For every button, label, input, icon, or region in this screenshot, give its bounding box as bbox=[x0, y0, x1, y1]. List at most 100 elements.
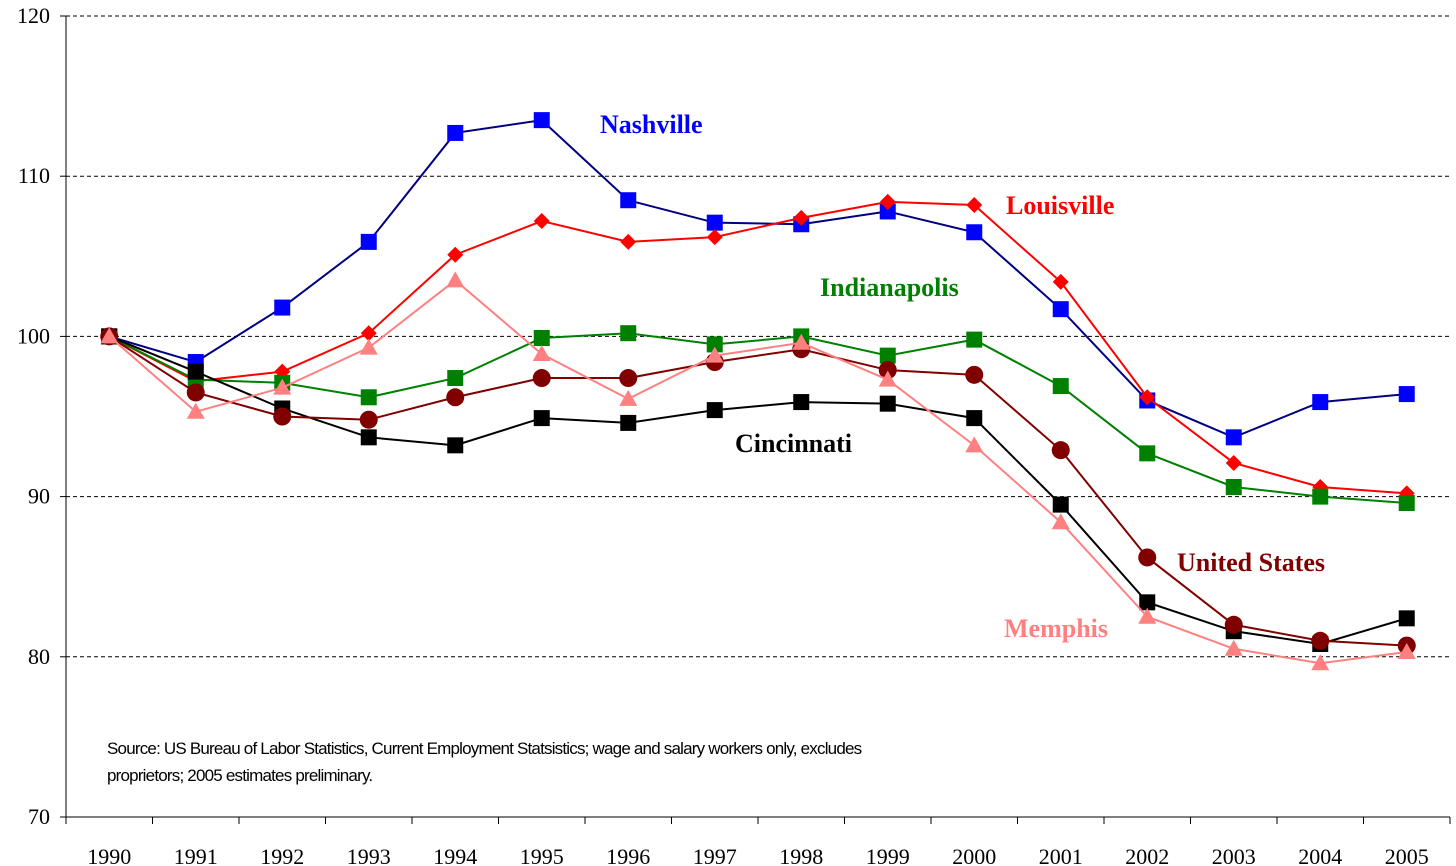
marker bbox=[360, 233, 377, 250]
marker bbox=[1398, 610, 1415, 627]
marker bbox=[1139, 594, 1156, 611]
marker bbox=[1224, 639, 1243, 656]
marker bbox=[447, 370, 464, 387]
marker bbox=[1397, 642, 1416, 659]
series-line bbox=[108, 200, 1407, 495]
marker bbox=[446, 271, 465, 288]
marker bbox=[878, 361, 897, 380]
marker bbox=[359, 410, 378, 429]
marker bbox=[447, 437, 464, 454]
marker bbox=[273, 378, 292, 395]
marker bbox=[1225, 478, 1242, 495]
marker bbox=[1398, 386, 1415, 403]
series-label: United States bbox=[1177, 548, 1325, 577]
marker bbox=[620, 192, 637, 209]
marker bbox=[1224, 615, 1243, 634]
marker bbox=[533, 213, 550, 230]
marker bbox=[1398, 495, 1415, 512]
marker bbox=[706, 214, 723, 231]
marker bbox=[1051, 441, 1070, 460]
marker bbox=[533, 410, 550, 427]
marker bbox=[706, 336, 723, 353]
marker bbox=[620, 325, 637, 342]
marker bbox=[186, 402, 205, 419]
marker bbox=[1139, 445, 1156, 462]
marker bbox=[1225, 429, 1242, 446]
series-line bbox=[108, 279, 1407, 665]
x-tick-label: 1993 bbox=[347, 844, 391, 866]
x-tick-label: 1991 bbox=[174, 844, 218, 866]
x-tick-label: 1994 bbox=[433, 844, 477, 866]
marker bbox=[1311, 654, 1330, 671]
marker bbox=[1052, 496, 1069, 513]
y-tick-label: 120 bbox=[17, 3, 50, 28]
y-tick-label: 70 bbox=[28, 804, 50, 829]
marker bbox=[879, 203, 896, 220]
x-tick-label: 1990 bbox=[87, 844, 131, 866]
x-tick-label: 2003 bbox=[1212, 844, 1256, 866]
x-tick-label: 1998 bbox=[779, 844, 823, 866]
series-line bbox=[108, 332, 1407, 505]
marker bbox=[360, 429, 377, 446]
marker bbox=[706, 402, 723, 419]
marker bbox=[187, 363, 204, 380]
x-tick-label: 1995 bbox=[520, 844, 564, 866]
marker bbox=[620, 233, 637, 250]
x-tick-label: 1992 bbox=[260, 844, 304, 866]
marker bbox=[532, 345, 551, 362]
marker bbox=[966, 410, 983, 427]
marker bbox=[619, 389, 638, 406]
marker bbox=[447, 246, 464, 263]
y-tick-label: 90 bbox=[28, 484, 50, 509]
x-tick-label: 2001 bbox=[1039, 844, 1083, 866]
series-label: Indianapolis bbox=[820, 273, 959, 302]
marker bbox=[966, 197, 983, 214]
marker bbox=[100, 327, 119, 344]
y-tick-label: 100 bbox=[17, 323, 50, 348]
marker bbox=[620, 414, 637, 431]
marker bbox=[1139, 389, 1156, 406]
x-tick-label: 2005 bbox=[1385, 844, 1429, 866]
marker bbox=[446, 388, 465, 407]
marker bbox=[706, 229, 723, 246]
marker bbox=[793, 209, 810, 226]
marker bbox=[705, 346, 724, 363]
series-label: Cincinnati bbox=[735, 429, 852, 458]
marker bbox=[966, 224, 983, 241]
marker bbox=[1312, 488, 1329, 505]
source-note: Source: US Bureau of Labor Statistics, C… bbox=[107, 739, 862, 758]
marker bbox=[966, 331, 983, 348]
marker bbox=[360, 389, 377, 406]
marker bbox=[359, 338, 378, 355]
y-tick-label: 110 bbox=[18, 163, 50, 188]
marker bbox=[793, 394, 810, 411]
marker bbox=[533, 112, 550, 129]
x-tick-label: 1999 bbox=[866, 844, 910, 866]
marker bbox=[1052, 301, 1069, 318]
series-label: Louisville bbox=[1006, 191, 1114, 220]
series-line bbox=[108, 335, 1407, 647]
x-tick-label: 2002 bbox=[1125, 844, 1169, 866]
y-tick-label: 80 bbox=[28, 644, 50, 669]
series-line bbox=[108, 335, 1408, 646]
marker bbox=[273, 407, 292, 426]
marker bbox=[274, 299, 291, 316]
marker bbox=[1311, 631, 1330, 650]
marker bbox=[186, 383, 205, 402]
marker bbox=[1052, 273, 1069, 290]
marker bbox=[1138, 607, 1157, 624]
marker bbox=[533, 330, 550, 347]
marker bbox=[879, 347, 896, 364]
source-note: proprietors; 2005 estimates preliminary. bbox=[107, 766, 372, 785]
marker bbox=[360, 325, 377, 342]
marker bbox=[965, 365, 984, 384]
marker bbox=[879, 395, 896, 412]
marker bbox=[1052, 378, 1069, 395]
marker bbox=[879, 193, 896, 210]
series-label: Nashville bbox=[600, 110, 703, 139]
marker bbox=[1312, 394, 1329, 411]
marker bbox=[878, 370, 897, 387]
x-tick-label: 1997 bbox=[693, 844, 737, 866]
